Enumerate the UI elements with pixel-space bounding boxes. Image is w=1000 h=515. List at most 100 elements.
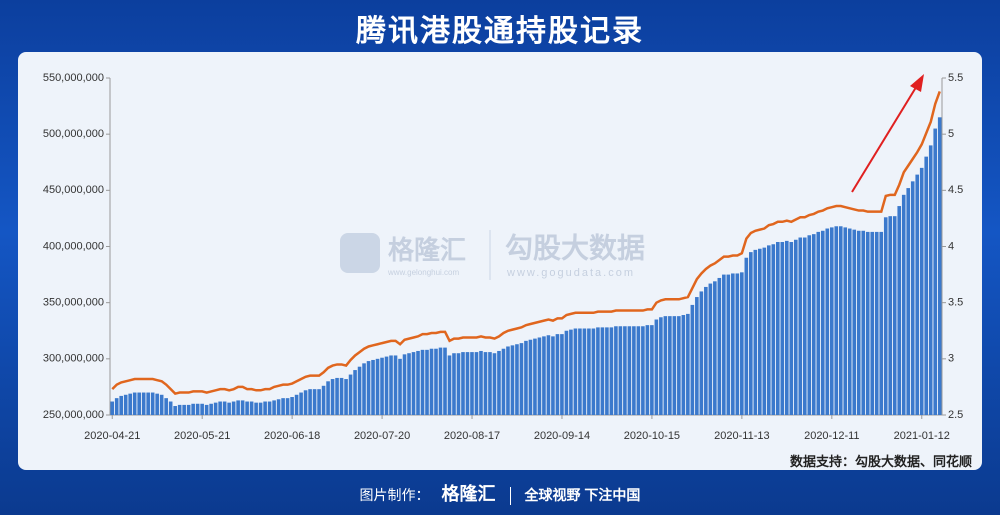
watermark-url: www.gelonghui.com [387, 268, 459, 277]
x-tick-label: 2020-10-15 [624, 430, 680, 442]
bar [820, 230, 825, 415]
bar [600, 327, 605, 415]
footer: 图片制作： 格隆汇 全球视野 下注中国 [0, 480, 1000, 506]
x-tick-label: 2020-07-20 [354, 430, 410, 442]
bar [438, 347, 443, 415]
watermark-partner-url: www.gogudata.com [506, 267, 635, 279]
bar [780, 242, 785, 415]
bar [906, 188, 911, 415]
bar [281, 398, 285, 415]
bar [497, 350, 501, 415]
bar [519, 343, 524, 415]
bar [533, 338, 537, 415]
bar [740, 272, 744, 415]
watermark-partner: 勾股大数据 [505, 232, 645, 263]
x-tick-label: 2020-08-17 [444, 430, 500, 442]
arrow [851, 83, 919, 193]
bar [263, 401, 267, 415]
bar [348, 374, 353, 415]
footer-brand: 格隆汇 [441, 484, 496, 504]
bar [722, 274, 726, 415]
bar [704, 286, 708, 415]
bar [402, 354, 407, 415]
bar [326, 381, 330, 415]
line [111, 91, 941, 396]
bar [267, 401, 272, 415]
footer-made-by: 图片制作： [359, 487, 430, 503]
bar [618, 326, 623, 415]
bar [609, 327, 614, 415]
bar [731, 273, 735, 415]
bar [254, 402, 258, 415]
bar [564, 330, 569, 415]
bar [695, 297, 699, 415]
bar [434, 348, 438, 415]
bar [114, 398, 119, 415]
bar [123, 394, 128, 415]
bar [276, 399, 281, 415]
bar [937, 117, 942, 416]
bar [825, 228, 830, 415]
bar [699, 291, 704, 415]
bar [789, 242, 794, 415]
bar [362, 363, 366, 415]
bar [159, 394, 164, 415]
x-tick-label: 2020-09-14 [534, 430, 590, 442]
bar [528, 339, 533, 415]
bar [236, 400, 240, 415]
bar [132, 392, 137, 415]
bar [141, 392, 146, 415]
bar [555, 334, 560, 415]
bar [654, 319, 659, 415]
y2-tick-label: 2.5 [948, 409, 963, 421]
x-tick-label: 2020-06-18 [264, 430, 320, 442]
bar [308, 389, 312, 415]
bar [677, 316, 681, 415]
bar [546, 335, 551, 415]
bar [663, 316, 668, 415]
bar [213, 402, 218, 415]
y-tick-label: 500,000,000 [43, 128, 104, 140]
bar [726, 274, 731, 415]
y-tick-label: 250,000,000 [43, 409, 104, 421]
bar [816, 231, 821, 415]
bar [371, 359, 375, 415]
y2-tick-label: 3.5 [948, 297, 963, 309]
bar [861, 230, 866, 415]
bar [393, 355, 398, 415]
y2-tick-label: 4 [948, 240, 954, 252]
bar [632, 326, 636, 415]
bar [344, 379, 348, 415]
bar [321, 385, 326, 415]
y2-tick-label: 3 [948, 353, 954, 365]
bar [915, 174, 920, 415]
bar [186, 404, 191, 415]
bar [515, 344, 519, 415]
bar [874, 231, 879, 415]
bar [137, 392, 141, 415]
bar [924, 156, 929, 415]
bar [910, 181, 915, 415]
bar [852, 229, 857, 415]
title: 腾讯港股通持股记录 [356, 15, 644, 48]
bar [645, 325, 650, 415]
bar [339, 377, 344, 415]
bar [384, 356, 389, 415]
bar [173, 406, 177, 415]
bar [420, 349, 425, 415]
bar [690, 304, 695, 415]
bar [605, 327, 609, 415]
bar [492, 353, 497, 415]
bar [901, 194, 906, 415]
bar [888, 216, 893, 415]
bar [776, 242, 780, 415]
bar [245, 401, 249, 415]
bar [793, 239, 798, 415]
bar [506, 346, 510, 415]
bar [470, 352, 474, 415]
bar [218, 401, 222, 415]
bar [146, 392, 150, 415]
bar [168, 401, 173, 415]
bar [389, 355, 393, 415]
